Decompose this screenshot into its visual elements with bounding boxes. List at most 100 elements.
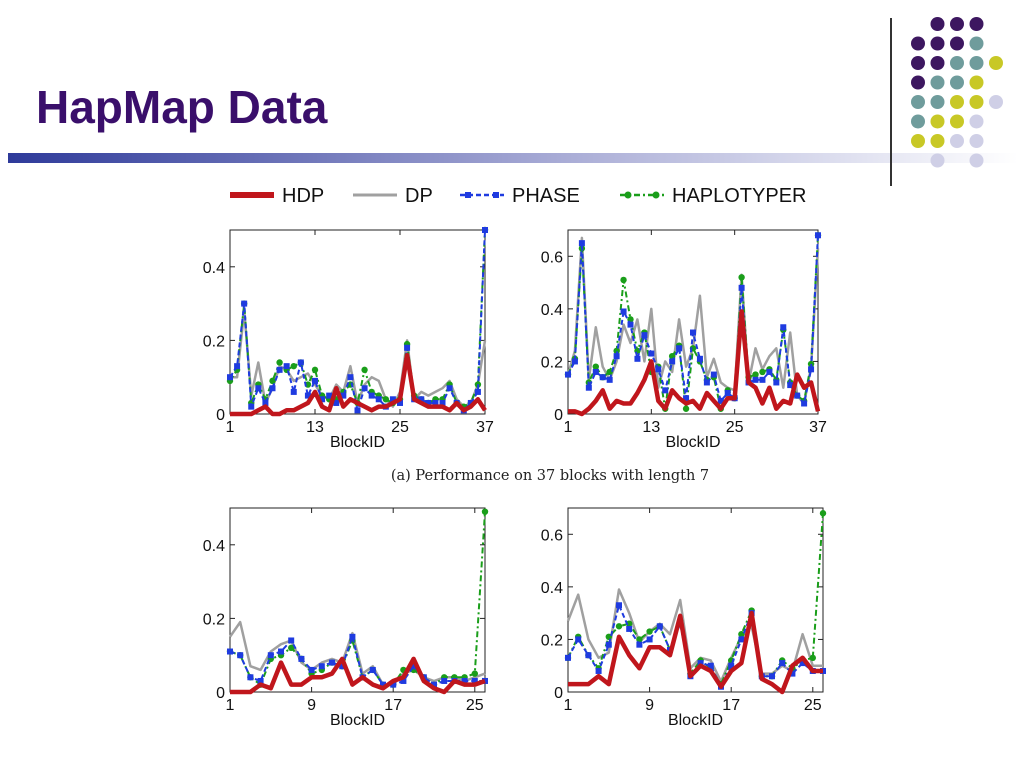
title-underline-bar (8, 153, 1018, 163)
data-point (752, 376, 759, 383)
y-tick-label: 0 (554, 407, 563, 424)
data-point (276, 359, 283, 366)
data-point (375, 396, 382, 403)
x-tick-label: 37 (809, 419, 827, 436)
decorative-dot (989, 56, 1003, 70)
decorative-dot (969, 17, 984, 31)
data-point (255, 385, 262, 392)
data-point (278, 648, 284, 655)
data-point (432, 399, 439, 406)
legend-item-hdp: HDP (230, 185, 324, 207)
decorative-dot (930, 134, 945, 148)
decorative-dot (930, 95, 945, 109)
data-point (369, 666, 376, 673)
data-point (799, 660, 806, 667)
decorative-dot-grid (911, 17, 1003, 168)
legend-marker (465, 192, 471, 198)
chart-bottom-left: 0 0.2 0.4 1 9 17 25 BlockID (203, 507, 489, 729)
legend-item-dp: DP (353, 185, 433, 207)
legend-item-phase: PHASE (460, 185, 580, 207)
series-hdp (230, 352, 487, 417)
decorative-dot (950, 56, 964, 70)
y-tick-label: 0 (554, 685, 563, 702)
decorative-dot (930, 153, 945, 168)
data-point (636, 641, 643, 648)
legend-marker (493, 192, 499, 198)
y-tick-label: 0.4 (541, 580, 563, 597)
data-point (801, 400, 808, 407)
data-point (669, 358, 676, 365)
y-tick-label: 0.4 (203, 260, 225, 277)
series-line (568, 309, 821, 417)
x-tick-label: 25 (726, 419, 744, 436)
legend-label: DP (405, 185, 433, 207)
data-point (789, 670, 796, 677)
data-point (340, 392, 347, 399)
x-axis-label: BlockID (665, 434, 720, 451)
series-line (568, 610, 823, 695)
data-point (616, 602, 622, 609)
data-point (613, 353, 620, 360)
data-point (308, 666, 315, 673)
data-point (759, 368, 766, 376)
x-axis-label: BlockID (330, 434, 385, 451)
decorative-dot (911, 56, 925, 70)
data-point (304, 392, 311, 399)
data-point (247, 674, 254, 681)
x-tick-label: 25 (804, 697, 822, 714)
data-point (646, 628, 653, 635)
decorative-dot (969, 36, 984, 51)
data-point (615, 623, 623, 630)
y-tick-label: 0.2 (203, 611, 225, 628)
y-tick-label: 0.4 (541, 302, 563, 319)
data-point (234, 363, 241, 370)
decorative-dot (950, 36, 964, 51)
series-hdp (230, 656, 486, 695)
data-point (319, 396, 326, 403)
data-point (368, 392, 375, 399)
y-tick-label: 0.6 (541, 249, 563, 266)
legend-item-haplotyper: HAPLOTYPER (620, 185, 806, 207)
data-point (329, 659, 335, 666)
data-point (819, 510, 827, 517)
data-point (626, 620, 633, 627)
data-point (361, 366, 368, 374)
data-point (441, 677, 448, 684)
series-line (230, 656, 486, 695)
data-point (682, 405, 690, 412)
legend-label: HAPLOTYPER (672, 185, 806, 207)
data-point (333, 399, 340, 406)
data-point (283, 363, 290, 370)
decorative-dot (930, 17, 945, 31)
data-point (297, 359, 304, 366)
x-axis-label: BlockID (668, 712, 723, 729)
data-point (696, 355, 703, 362)
data-point (439, 399, 446, 406)
data-point (397, 399, 403, 406)
data-point (290, 362, 297, 370)
data-point (361, 385, 368, 392)
data-point (606, 376, 613, 383)
data-point (794, 392, 801, 399)
data-point (227, 648, 233, 655)
data-point (585, 652, 592, 659)
plot-frame (567, 507, 824, 693)
data-point (655, 366, 662, 373)
data-point (620, 276, 627, 284)
data-point (738, 284, 745, 291)
legend-marker (624, 191, 632, 199)
decorative-dot (930, 75, 945, 90)
x-tick-label: 37 (476, 419, 494, 436)
x-tick-label: 13 (642, 419, 660, 436)
data-point (766, 368, 773, 375)
slide-title: HapMap Data (36, 81, 328, 133)
data-point (339, 663, 346, 670)
x-tick-label: 25 (391, 419, 409, 436)
decorative-dot (969, 56, 984, 70)
decorative-dot (930, 36, 945, 51)
series-haplotyper (564, 510, 827, 688)
x-tick-label: 1 (226, 419, 235, 436)
data-point (241, 300, 248, 307)
data-point (773, 379, 780, 386)
data-point (349, 633, 356, 640)
